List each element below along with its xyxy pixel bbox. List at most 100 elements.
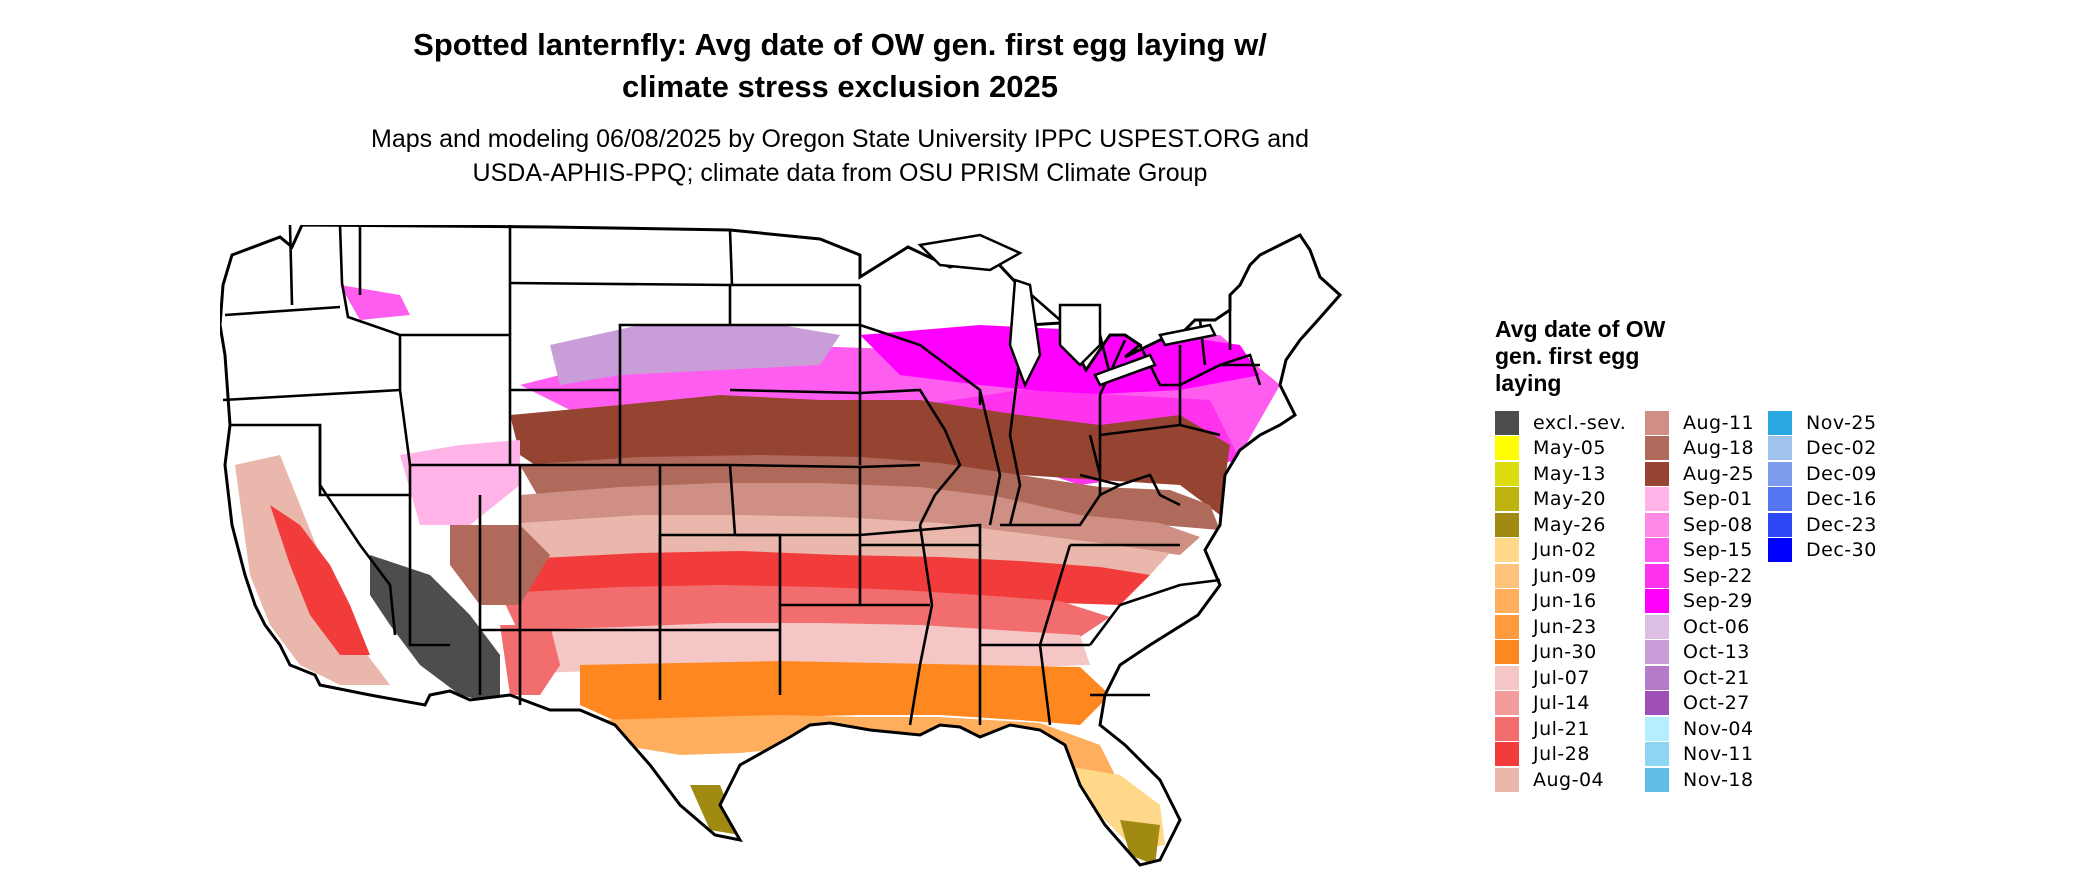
legend-swatch [1495, 614, 1519, 639]
legend-item: Jul-21 [1495, 716, 1626, 742]
legend-swatch [1768, 538, 1792, 563]
legend-item: Jun-16 [1495, 589, 1626, 615]
band-jul-21 [500, 585, 1110, 637]
legend-label: May-20 [1533, 488, 1606, 511]
legend-label: Jun-09 [1533, 564, 1597, 587]
us-phenology-map [220, 225, 1342, 867]
band-arizona-jul [500, 625, 560, 695]
band-utah-aug [450, 525, 550, 605]
legend-swatch [1495, 589, 1519, 614]
legend-label: excl.-sev. [1533, 411, 1627, 434]
legend-item: Oct-27 [1645, 691, 1754, 717]
legend-item: Nov-11 [1645, 742, 1754, 768]
legend-swatch [1495, 410, 1519, 435]
legend-swatch [1645, 461, 1669, 486]
legend-label: Dec-23 [1806, 513, 1877, 536]
legend-swatch [1495, 640, 1519, 665]
legend-item: Sep-22 [1645, 563, 1754, 589]
legend-label: Dec-09 [1806, 462, 1877, 485]
legend-item: Jul-14 [1495, 691, 1626, 717]
legend-item: Aug-25 [1645, 461, 1754, 487]
legend-label: Aug-18 [1683, 437, 1755, 460]
legend-label: Nov-25 [1806, 411, 1877, 434]
legend-swatch [1495, 691, 1519, 716]
legend-swatch [1495, 487, 1519, 512]
band-west-coast-jul [270, 505, 370, 655]
legend-item: Nov-18 [1645, 767, 1754, 793]
legend-swatch [1495, 665, 1519, 690]
band-northwest-sep [340, 285, 410, 320]
legend-label: Sep-08 [1683, 513, 1753, 536]
legend-swatch [1645, 742, 1669, 767]
legend-swatch [1645, 716, 1669, 741]
legend-swatch [1495, 538, 1519, 563]
map-subtitle: Maps and modeling 06/08/2025 by Oregon S… [250, 122, 1430, 190]
legend-label: Sep-01 [1683, 488, 1753, 511]
legend-item: Dec-09 [1768, 461, 1877, 487]
legend-item: excl.-sev. [1495, 410, 1626, 436]
legend-swatch [1768, 436, 1792, 461]
legend-item: Dec-30 [1768, 538, 1877, 564]
band-jul-07 [520, 623, 1090, 673]
legend-swatch [1495, 742, 1519, 767]
great-lakes [917, 233, 1217, 389]
band-great-basin-sep [400, 440, 520, 525]
legend-item: Sep-01 [1645, 487, 1754, 513]
legend-label: Jul-28 [1533, 743, 1590, 766]
legend-label: May-26 [1533, 513, 1606, 536]
legend-swatch [1645, 410, 1669, 435]
band-aug-04 [520, 515, 1170, 575]
map-title-line-1: Spotted lanternfly: Avg date of OW gen. … [413, 27, 1267, 62]
legend-column-1: excl.-sev. May-05 May-13 May-20 May-26 Jun-02… [1495, 410, 1626, 793]
legend-swatch [1645, 512, 1669, 537]
legend-label: Oct-21 [1683, 666, 1750, 689]
legend-item: Dec-02 [1768, 436, 1877, 462]
legend-label: Jul-07 [1533, 666, 1590, 689]
legend-swatch [1768, 410, 1792, 435]
legend-item: Jun-23 [1495, 614, 1626, 640]
band-jul-28 [500, 551, 1150, 605]
legend-item: Aug-18 [1645, 436, 1754, 462]
legend-item: Jul-07 [1495, 665, 1626, 691]
map-title: Spotted lanternfly: Avg date of OW gen. … [250, 24, 1430, 108]
legend-label: Sep-15 [1683, 539, 1753, 562]
phenology-bands [235, 285, 1280, 865]
legend-item: May-20 [1495, 487, 1626, 513]
legend-swatch [1768, 487, 1792, 512]
legend-swatch [1768, 461, 1792, 486]
legend-swatch [1495, 436, 1519, 461]
legend-item: Aug-04 [1495, 767, 1626, 793]
legend-item: Jun-09 [1495, 563, 1626, 589]
legend-title-line-2: gen. first egg [1495, 343, 1640, 369]
legend-label: Sep-29 [1683, 590, 1753, 613]
legend-swatch [1495, 563, 1519, 588]
legend-item: Sep-15 [1645, 538, 1754, 564]
legend-label: Aug-11 [1683, 411, 1755, 434]
legend-swatch [1645, 665, 1669, 690]
legend-item: May-13 [1495, 461, 1626, 487]
legend-swatch [1645, 640, 1669, 665]
legend-label: Oct-27 [1683, 692, 1750, 715]
legend-swatch [1645, 538, 1669, 563]
state-boundaries [222, 225, 1262, 726]
legend-item: Dec-16 [1768, 487, 1877, 513]
legend-title-line-1: Avg date of OW [1495, 316, 1666, 342]
legend-item: Aug-11 [1645, 410, 1754, 436]
band-aug-25 [510, 395, 1230, 515]
lake-huron [1058, 303, 1102, 367]
legend-item: Sep-08 [1645, 512, 1754, 538]
legend-label: Nov-18 [1683, 768, 1754, 791]
legend-label: Jun-16 [1533, 590, 1597, 613]
legend-item: Oct-13 [1645, 640, 1754, 666]
legend-label: Sep-22 [1683, 564, 1753, 587]
legend-label: Dec-02 [1806, 437, 1877, 460]
legend-label: Jun-02 [1533, 539, 1597, 562]
legend-label: Jul-14 [1533, 692, 1590, 715]
band-jun-30 [580, 661, 1110, 725]
legend-swatch [1645, 614, 1669, 639]
lake-erie [1093, 353, 1157, 387]
legend-label: Nov-04 [1683, 717, 1754, 740]
legend-swatch [1645, 487, 1669, 512]
band-sep-29 [860, 325, 1260, 395]
legend-swatch [1495, 461, 1519, 486]
